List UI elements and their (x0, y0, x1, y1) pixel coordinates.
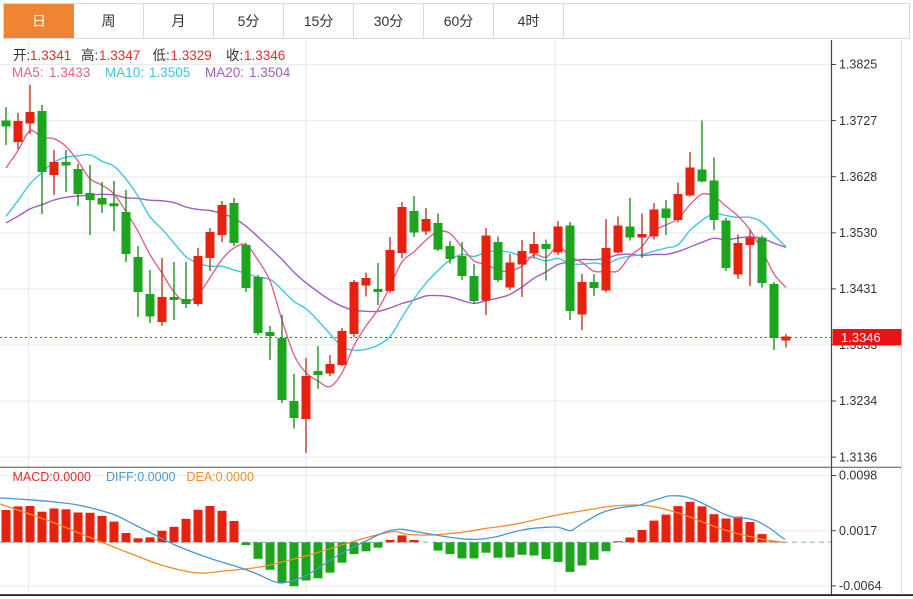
svg-text:1.3346: 1.3346 (841, 330, 881, 345)
svg-text:1.3628: 1.3628 (839, 170, 877, 184)
svg-text:1.3136: 1.3136 (839, 450, 877, 464)
svg-text:0.0017: 0.0017 (839, 524, 877, 538)
svg-text:1.3825: 1.3825 (839, 58, 877, 72)
svg-text:1.3234: 1.3234 (839, 394, 877, 408)
svg-text:-0.0064: -0.0064 (839, 579, 881, 593)
svg-text:0.0098: 0.0098 (839, 469, 877, 483)
svg-text:1.3727: 1.3727 (839, 114, 877, 128)
svg-text:1.3530: 1.3530 (839, 226, 877, 240)
svg-text:1.3431: 1.3431 (839, 282, 877, 296)
